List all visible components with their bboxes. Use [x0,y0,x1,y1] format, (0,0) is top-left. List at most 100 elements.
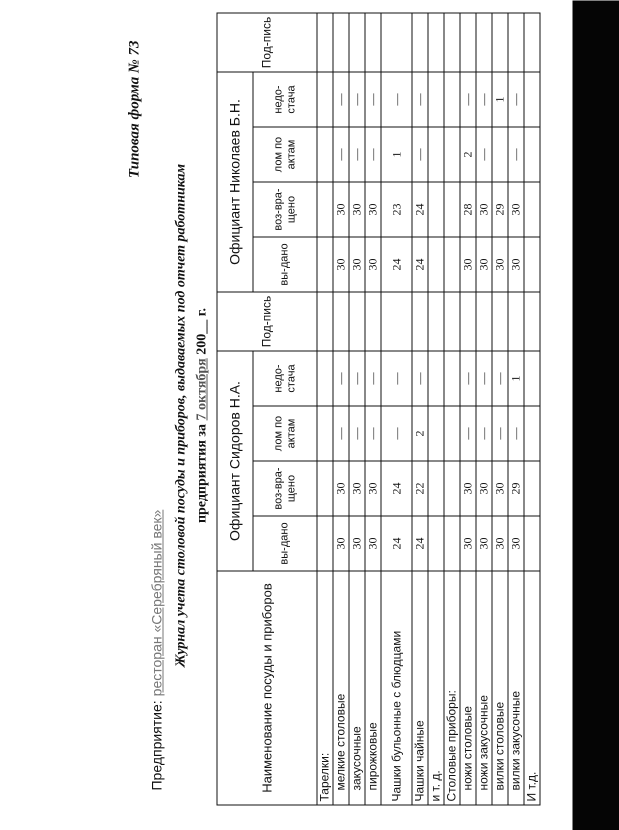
waiter-group-header: Официант Николаев Б.Н. [216,71,253,292]
cell-value: 30 [475,181,492,237]
table-row: ножи столовые 30 30— —30 28 2— [459,12,476,805]
cell-value [523,405,540,461]
table-row: мелкие столовые 30 30— —30 30— — [332,12,349,805]
signature-cell [380,291,412,351]
cell-value [427,71,444,127]
scan-edge [572,0,619,830]
cell-value: — [380,405,412,461]
cell-value: 30 [459,236,476,292]
cell-value: 30 [491,515,508,571]
sub-header: недо-стача [252,71,317,127]
cell-value: — [348,350,365,406]
signature-cell [348,12,365,72]
cell-value: — [507,71,524,127]
cell-value: — [364,350,381,406]
cell-value: 30 [491,460,508,516]
cell-value: — [332,350,349,406]
signature-cell [523,291,540,351]
table-row: Тарелки: [316,12,333,805]
cell-value [443,350,460,406]
cell-value: 30 [475,236,492,292]
cell-value: 30 [364,460,381,516]
cell-value: 30 [332,236,349,292]
table-row: пирожковые 30 30— —30 30— — [364,12,381,805]
cell-value [443,515,460,571]
item-name: пирожковые [364,570,381,805]
cell-value: — [491,350,508,406]
cell-value: 24 [411,181,428,237]
cell-value: — [459,71,476,127]
sub-header: лом по актам [252,405,317,461]
item-name: Чашки бульонные с блюдцами [380,570,412,805]
cell-value [427,181,444,237]
cell-value [316,515,333,571]
cell-value [427,515,444,571]
sub-header: недо-стача [252,350,317,406]
sub-header: лом по актам [252,126,317,182]
cell-value: 2 [459,126,476,182]
sub-header: воз-вра-щено [252,460,317,516]
cell-value [443,460,460,516]
item-name: закусочные [348,570,365,805]
cell-value: 30 [475,515,492,571]
form-number: Типовая форма № 73 [126,40,142,178]
journal-title: Журнал учета столовой посуды и приборов,… [173,163,188,667]
sub-header: вы-дано [252,515,317,571]
cell-value: 1 [491,71,508,127]
cell-value: 30 [348,236,365,292]
signature-cell [348,291,365,351]
cell-value: 30 [507,236,524,292]
cell-value [523,181,540,237]
signature-cell [491,12,508,72]
cell-value: 30 [507,515,524,571]
enterprise-label: Предприятие: [148,699,164,790]
cell-value: 24 [411,236,428,292]
cell-value [427,350,444,406]
cell-value [523,236,540,292]
table-row: вилки столовые 30 30— —30 29 1 [491,12,508,805]
cell-value [316,405,333,461]
name-header: Наименование посуды и приборов [216,570,317,805]
cell-value: 24 [380,460,412,516]
cell-value [443,126,460,182]
cell-value: 30 [475,460,492,516]
cell-value: — [507,126,524,182]
table-row: вилки закусочные 30 29—1 30 30— — [507,12,524,805]
cell-value: — [380,350,412,406]
cell-value: — [459,405,476,461]
signature-header: Под-пись [216,12,317,72]
signature-cell [332,12,349,72]
cell-value [443,236,460,292]
cell-value: — [332,71,349,127]
table-row: Чашки бульонные с блюдцами 24 24— —24 23 1— [380,12,412,805]
cell-value: — [475,405,492,461]
sub-header: воз-вра-щено [252,181,317,237]
signature-cell [507,12,524,72]
cell-value [316,236,333,292]
signature-cell [459,291,476,351]
cell-value [523,515,540,571]
cell-value: 30 [364,236,381,292]
signature-cell [491,291,508,351]
cell-value: 30 [459,460,476,516]
cell-value: 30 [459,515,476,571]
cell-value: 2 [411,405,428,461]
cell-value: 23 [380,181,412,237]
cell-value: 29 [507,460,524,516]
cell-value: — [332,126,349,182]
item-name: вилки столовые [491,570,508,805]
cell-value: 30 [507,181,524,237]
item-name: Тарелки: [316,570,333,805]
cell-value: — [364,126,381,182]
cell-value: — [364,71,381,127]
cell-value: — [411,71,428,127]
cell-value: — [411,126,428,182]
cell-value [523,126,540,182]
cell-value: — [411,350,428,406]
item-name: мелкие столовые [332,570,349,805]
cell-value [523,350,540,406]
title-prefix: предприятия за [194,423,209,523]
table-row: ножи закусочные 30 30— —30 30— — [475,12,492,805]
cell-value: 24 [411,515,428,571]
journal-table: Наименование посуды и приборов Официант С… [216,12,540,805]
